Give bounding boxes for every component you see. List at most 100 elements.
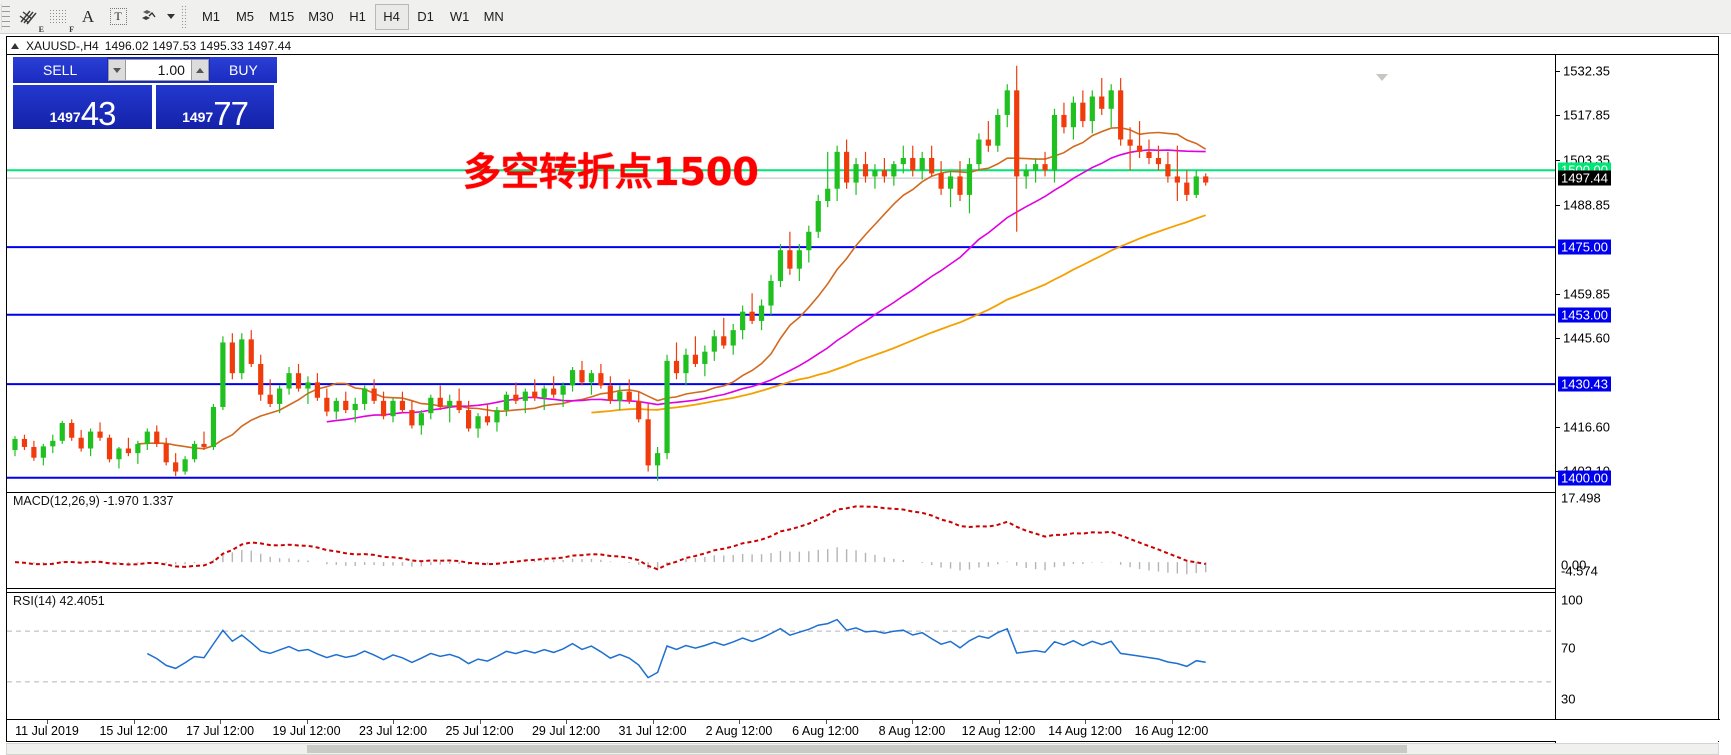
chart-horizontal-scrollbar[interactable] [6, 743, 1719, 755]
candle-body [69, 422, 75, 438]
candle-body [362, 388, 368, 404]
macd-axis-label-zero: 0.00 [1561, 557, 1587, 573]
objects-dropdown-caret[interactable] [163, 3, 179, 31]
price-plot-area[interactable] [7, 55, 1557, 490]
expert-sub-label: E [38, 24, 44, 34]
sell-price-display[interactable]: 1497 43 [13, 85, 152, 130]
candle-body [295, 373, 302, 389]
sell-button[interactable]: SELL [13, 57, 108, 83]
timeframe-w1[interactable]: W1 [449, 9, 470, 24]
time-axis-label: 16 Aug 12:00 [1134, 724, 1209, 738]
timeframe-h4[interactable]: H4 [374, 3, 409, 30]
candle-body [258, 363, 264, 395]
macd-indicator-pane[interactable] [7, 492, 1557, 589]
rsi-pane-label: RSI(14) 42.4051 [13, 594, 105, 608]
candle-body [220, 342, 226, 407]
one-click-trading-panel[interactable]: SELL 1.00 BUY 1497 43 1 [13, 57, 277, 130]
buy-button[interactable]: BUY [209, 57, 277, 83]
timeframe-toolbar-grip[interactable] [181, 4, 188, 29]
candle-body [957, 176, 963, 195]
chart-canvas-window[interactable]: XAUUSD-,H4 1496.02 1497.53 1495.33 1497.… [6, 36, 1720, 743]
objects-dropdown-icon[interactable] [133, 3, 163, 31]
candle-body [1042, 164, 1048, 171]
volume-decrease-button[interactable] [108, 59, 127, 81]
chart-minimize-icon[interactable] [11, 42, 19, 49]
price-axis-label: 1532.35 [1563, 63, 1610, 79]
crosshair-expert-glyph [19, 10, 37, 24]
volume-input[interactable]: 1.00 [126, 59, 191, 81]
candle-body [749, 311, 755, 321]
timeframe-m30[interactable]: M30 [308, 9, 334, 24]
candle-body [78, 437, 84, 449]
text-object-icon[interactable]: T [103, 3, 133, 31]
fibo-sub-label: F [69, 24, 74, 34]
candle-body [229, 342, 235, 374]
macd-main-line [14, 505, 1206, 571]
timeframe-d1[interactable]: D1 [417, 9, 434, 24]
text-label-glyph: A [81, 6, 95, 26]
chart-annotation-text[interactable]: 多空转折点1500 [463, 150, 759, 194]
candle-body [995, 114, 1001, 146]
crosshair-expert-icon[interactable]: E [13, 3, 44, 34]
toolbar-grip[interactable] [1, 3, 10, 30]
timeframe-m15[interactable]: M15 [269, 9, 295, 24]
candle-body [409, 410, 415, 426]
price-axis-tick [1556, 70, 1560, 72]
price-series-svg [7, 65, 1557, 481]
candle-body [286, 373, 292, 389]
volume-stepper[interactable]: 1.00 [107, 57, 210, 83]
candle-body [919, 157, 925, 171]
candle-body [428, 397, 434, 414]
timeframe-h1[interactable]: H1 [349, 9, 366, 24]
price-axis-tick [1556, 426, 1560, 428]
candle-body [163, 443, 169, 463]
candle-body [31, 446, 37, 458]
chart-toolbar: E F A T M1 M5 M15 M30 H1 H4 D1 [0, 0, 1731, 34]
price-level-tag[interactable]: 1430.43 [1558, 376, 1611, 392]
price-level-tag[interactable]: 1453.00 [1558, 307, 1611, 323]
rsi-indicator-pane[interactable] [7, 592, 1557, 720]
text-object-glyph: T [109, 8, 127, 25]
time-axis-tick [220, 720, 221, 724]
time-axis-tick [998, 720, 1000, 724]
candle-body [475, 416, 481, 429]
candle-body [825, 188, 831, 202]
candle-body [343, 400, 349, 411]
sell-price-integer: 1497 [49, 109, 81, 125]
price-scale-axis[interactable]: 1532.35 1517.85 1503.35 1488.85 1459.85 1445.… [1555, 55, 1718, 743]
candle-body [1033, 164, 1039, 171]
time-axis-tick [1085, 720, 1086, 724]
scrollbar-thumb[interactable] [307, 745, 1407, 753]
macd-axis-label-max: 17.498 [1561, 490, 1601, 506]
timeframe-m5[interactable]: M5 [235, 9, 255, 24]
candle-body [645, 419, 651, 466]
symbol-ohlc-bar: XAUUSD-,H4 1496.02 1497.53 1495.33 1497.… [7, 37, 1718, 55]
price-level-tag[interactable]: 1497.44 [1558, 170, 1611, 186]
candle-body [607, 385, 613, 401]
time-axis-tick [393, 720, 394, 724]
candle-body [182, 459, 188, 472]
symbol-label: XAUUSD-,H4 [26, 38, 99, 53]
price-level-tag[interactable]: 1400.00 [1558, 470, 1611, 486]
timeframe-m1[interactable]: M1 [201, 9, 221, 24]
buy-price-display[interactable]: 1497 77 [156, 85, 274, 130]
timeframe-mn[interactable]: MN [483, 9, 504, 24]
candle-body [97, 431, 103, 438]
candle-body [371, 388, 377, 401]
candle-body [1061, 114, 1067, 128]
time-axis-tick [739, 720, 740, 724]
candle-body [40, 446, 46, 458]
candle-body [777, 250, 784, 281]
rsi-axis-label-70: 70 [1561, 640, 1576, 656]
time-scale-axis[interactable]: 11 Jul 2019 15 Jul 12:00 17 Jul 12:00 19 Ju… [7, 719, 1720, 741]
macd-pane-label: MACD(12,26,9) -1.970 1.337 [13, 494, 174, 508]
candle-body [598, 373, 604, 386]
text-label-icon[interactable]: A [73, 3, 103, 31]
price-level-tag[interactable]: 1475.00 [1558, 239, 1611, 255]
candle-body [910, 157, 916, 171]
volume-increase-button[interactable] [190, 59, 209, 81]
candle-body [1127, 139, 1133, 146]
grid-fibo-icon[interactable]: F [43, 3, 74, 34]
moving-average-line [591, 214, 1206, 414]
candle-body [352, 403, 358, 411]
